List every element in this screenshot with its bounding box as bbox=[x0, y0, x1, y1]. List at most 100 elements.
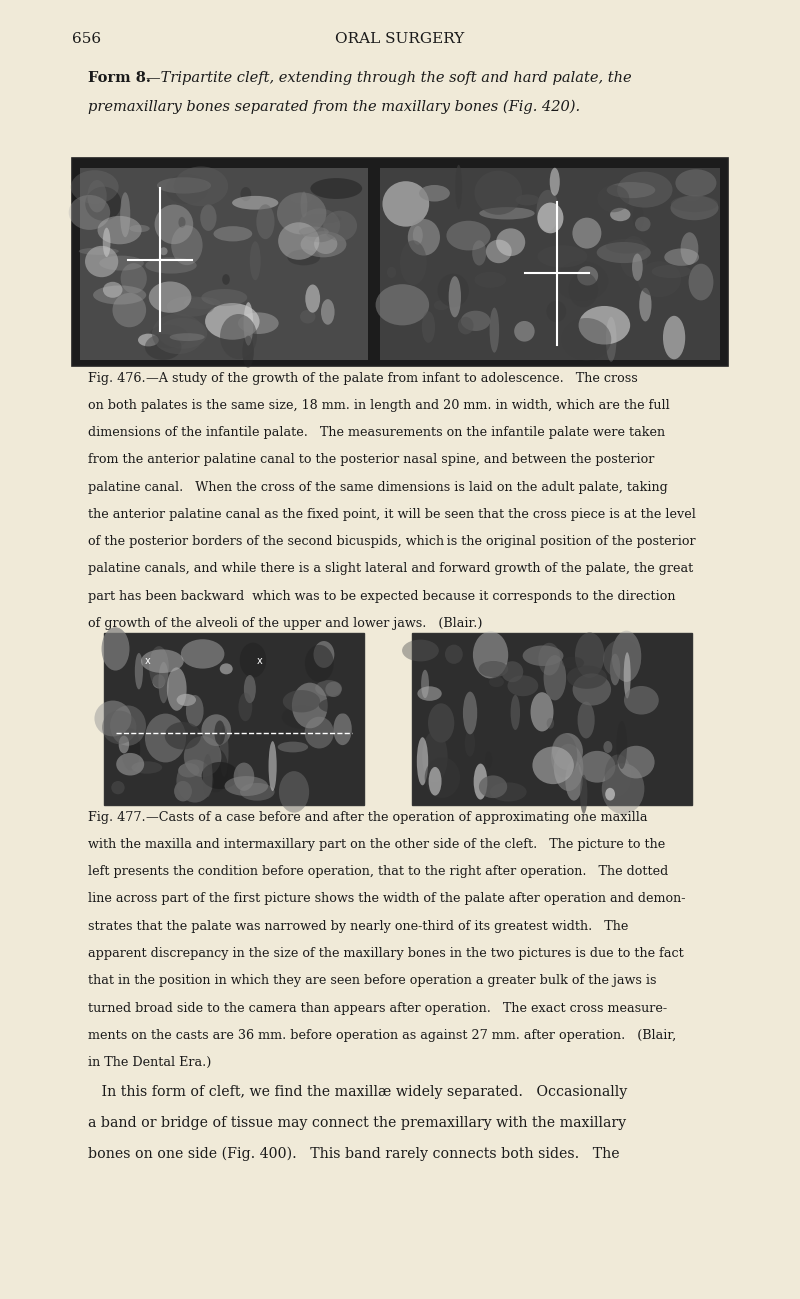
Ellipse shape bbox=[184, 297, 221, 309]
Ellipse shape bbox=[681, 233, 698, 265]
Ellipse shape bbox=[474, 170, 522, 214]
Ellipse shape bbox=[671, 196, 718, 212]
Text: turned broad side to the camera than appears after operation.   The exact cross : turned broad side to the camera than app… bbox=[88, 1002, 667, 1015]
Ellipse shape bbox=[157, 177, 211, 194]
Ellipse shape bbox=[455, 165, 462, 209]
Ellipse shape bbox=[202, 288, 247, 307]
Bar bbox=[104, 633, 364, 805]
Text: —Tripartite cleft, extending through the soft and hard palate, the: —Tripartite cleft, extending through the… bbox=[146, 71, 632, 86]
Ellipse shape bbox=[402, 639, 439, 661]
Ellipse shape bbox=[472, 240, 486, 265]
Ellipse shape bbox=[552, 733, 583, 770]
Ellipse shape bbox=[110, 705, 146, 746]
Ellipse shape bbox=[303, 214, 342, 223]
Ellipse shape bbox=[148, 325, 189, 348]
Ellipse shape bbox=[638, 261, 681, 297]
Ellipse shape bbox=[306, 284, 320, 313]
Bar bbox=[80, 168, 368, 360]
Ellipse shape bbox=[538, 246, 587, 268]
Ellipse shape bbox=[633, 204, 644, 230]
Ellipse shape bbox=[490, 782, 526, 801]
Ellipse shape bbox=[145, 713, 186, 763]
Ellipse shape bbox=[605, 755, 631, 796]
Text: Fig. 477.: Fig. 477. bbox=[88, 811, 146, 824]
Ellipse shape bbox=[220, 664, 233, 674]
Ellipse shape bbox=[573, 218, 602, 248]
Ellipse shape bbox=[283, 690, 320, 712]
Ellipse shape bbox=[315, 681, 342, 696]
Ellipse shape bbox=[375, 284, 429, 325]
Ellipse shape bbox=[310, 178, 362, 199]
Ellipse shape bbox=[438, 274, 469, 307]
Ellipse shape bbox=[69, 195, 110, 230]
Ellipse shape bbox=[606, 239, 647, 253]
Ellipse shape bbox=[575, 633, 605, 678]
Ellipse shape bbox=[490, 308, 499, 352]
Text: a band or bridge of tissue may connect the premaxillary with the maxillary: a band or bridge of tissue may connect t… bbox=[88, 1116, 626, 1130]
Ellipse shape bbox=[158, 318, 207, 348]
Ellipse shape bbox=[446, 221, 490, 251]
Ellipse shape bbox=[514, 321, 534, 342]
Text: on both palates is the same size, 18 mm. in length and 20 mm. in width, which ar: on both palates is the same size, 18 mm.… bbox=[88, 399, 670, 412]
Text: palatine canals, and while there is a slight lateral and forward growth of the p: palatine canals, and while there is a sl… bbox=[88, 562, 694, 575]
Ellipse shape bbox=[305, 644, 334, 682]
Ellipse shape bbox=[149, 282, 191, 313]
Ellipse shape bbox=[269, 742, 277, 791]
Ellipse shape bbox=[413, 226, 423, 244]
Ellipse shape bbox=[152, 674, 165, 688]
Ellipse shape bbox=[99, 256, 144, 270]
Text: 656: 656 bbox=[72, 32, 101, 47]
Ellipse shape bbox=[85, 246, 118, 277]
Ellipse shape bbox=[277, 192, 326, 234]
Text: dimensions of the infantile palate.   The measurements on the infantile palate w: dimensions of the infantile palate. The … bbox=[88, 426, 665, 439]
Ellipse shape bbox=[323, 210, 357, 242]
Ellipse shape bbox=[578, 751, 615, 782]
Text: apparent discrepancy in the size of the maxillary bones in the two pictures is d: apparent discrepancy in the size of the … bbox=[88, 947, 684, 960]
Ellipse shape bbox=[555, 261, 608, 301]
Ellipse shape bbox=[617, 171, 673, 208]
Ellipse shape bbox=[130, 225, 150, 233]
Ellipse shape bbox=[507, 675, 538, 696]
Ellipse shape bbox=[670, 195, 718, 221]
Text: with the maxilla and intermaxillary part on the other side of the cleft.   The p: with the maxilla and intermaxillary part… bbox=[88, 838, 666, 851]
Ellipse shape bbox=[422, 312, 435, 343]
Ellipse shape bbox=[314, 640, 334, 668]
Ellipse shape bbox=[238, 313, 278, 334]
Ellipse shape bbox=[449, 277, 461, 317]
Ellipse shape bbox=[111, 781, 125, 794]
Ellipse shape bbox=[94, 700, 131, 737]
Ellipse shape bbox=[174, 781, 192, 801]
Ellipse shape bbox=[318, 698, 360, 713]
Ellipse shape bbox=[282, 705, 322, 729]
Ellipse shape bbox=[580, 774, 587, 813]
Text: that in the position in which they are seen before operation a greater bulk of t: that in the position in which they are s… bbox=[88, 974, 657, 987]
Ellipse shape bbox=[287, 249, 320, 265]
Ellipse shape bbox=[176, 760, 214, 803]
Ellipse shape bbox=[530, 692, 554, 731]
Ellipse shape bbox=[663, 316, 686, 360]
Ellipse shape bbox=[429, 766, 442, 795]
Ellipse shape bbox=[232, 196, 278, 209]
Ellipse shape bbox=[537, 190, 558, 231]
Ellipse shape bbox=[689, 264, 714, 300]
Ellipse shape bbox=[242, 335, 254, 368]
Ellipse shape bbox=[141, 650, 184, 673]
Ellipse shape bbox=[597, 242, 651, 264]
Text: ments on the casts are 36 mm. before operation as against 27 mm. after operation: ments on the casts are 36 mm. before ope… bbox=[88, 1029, 676, 1042]
Ellipse shape bbox=[214, 721, 225, 744]
Ellipse shape bbox=[238, 692, 252, 721]
Ellipse shape bbox=[496, 229, 526, 256]
Text: x: x bbox=[257, 656, 263, 666]
Ellipse shape bbox=[278, 742, 308, 752]
Ellipse shape bbox=[684, 192, 700, 201]
Ellipse shape bbox=[181, 639, 225, 669]
Ellipse shape bbox=[299, 226, 329, 236]
Ellipse shape bbox=[122, 727, 140, 770]
Ellipse shape bbox=[177, 694, 196, 705]
Ellipse shape bbox=[419, 184, 450, 201]
Text: line across part of the first picture shows the width of the palate after operat: line across part of the first picture sh… bbox=[88, 892, 686, 905]
Text: in The Dental Era.): in The Dental Era.) bbox=[88, 1056, 211, 1069]
Ellipse shape bbox=[486, 239, 512, 264]
Ellipse shape bbox=[465, 730, 475, 756]
Ellipse shape bbox=[485, 751, 492, 768]
